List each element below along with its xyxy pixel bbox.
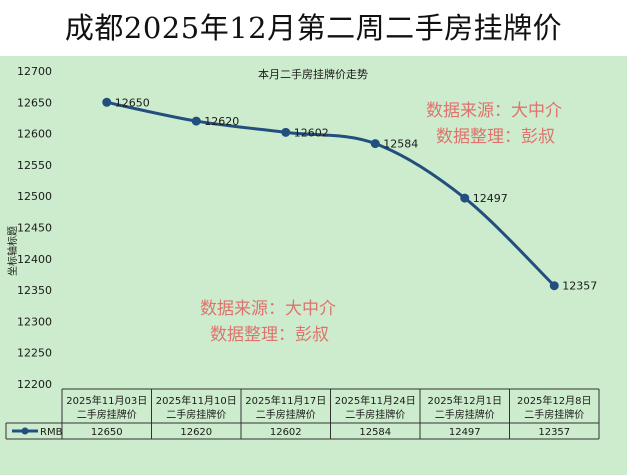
watermark-editor: 数据整理：彭叔 — [436, 127, 555, 147]
data-labels: 12650 12620 12602 12584 12497 12357 — [115, 96, 598, 292]
x-category-label: 二手房挂牌价 — [256, 408, 316, 421]
watermark-source: 数据来源：大中介 — [200, 299, 336, 319]
data-point — [460, 193, 470, 203]
x-category-label: 二手房挂牌价 — [166, 408, 226, 421]
table-value-cell: 12650 — [91, 427, 123, 438]
chart-title: 本月二手房挂牌价走势 — [258, 67, 368, 81]
x-category-label: 二手房挂牌价 — [345, 408, 405, 421]
data-point — [102, 97, 112, 107]
table-value-cell: 12602 — [270, 427, 302, 438]
legend-label-rmb: RMB — [40, 427, 63, 438]
data-points — [102, 97, 559, 291]
data-table: 2025年11月03日二手房挂牌价126502025年11月10日二手房挂牌价1… — [5, 388, 600, 440]
y-axis-title: 坐标轴标题 — [6, 226, 19, 276]
x-category-date: 2025年11月24日 — [335, 394, 416, 407]
x-category-date: 2025年11月17日 — [245, 394, 326, 407]
data-point — [281, 127, 291, 137]
table-value-cell: 12497 — [449, 427, 481, 438]
x-category-date: 2025年12月8日 — [517, 394, 592, 407]
legend-marker-rmb — [21, 427, 29, 435]
y-tick-label: 12400 — [17, 253, 52, 266]
y-tick-label: 12200 — [17, 378, 52, 391]
table-value-cell: 12620 — [180, 427, 212, 438]
chart-panel: 12700 12650 12600 12550 12500 12450 12400 12350… — [0, 56, 627, 475]
data-label: 12650 — [115, 96, 150, 109]
page-title: 成都2025年12月第二周二手房挂牌价 — [0, 0, 627, 56]
watermark-center: 数据来源：大中介 数据整理：彭叔 — [200, 299, 336, 345]
y-tick-label: 12300 — [17, 315, 52, 328]
data-point — [191, 116, 201, 126]
data-point — [370, 139, 380, 149]
data-label: 12497 — [473, 192, 508, 205]
watermark-editor: 数据整理：彭叔 — [210, 325, 329, 345]
table-value-cell: 12584 — [359, 427, 391, 438]
y-tick-label: 12500 — [17, 190, 52, 203]
watermark-top-right: 数据来源：大中介 数据整理：彭叔 — [426, 101, 562, 147]
x-category-date: 2025年12月1日 — [427, 394, 502, 407]
table-value-cell: 12357 — [538, 427, 570, 438]
y-tick-label: 12650 — [17, 96, 52, 109]
y-tick-label: 12700 — [17, 65, 52, 78]
data-label: 12602 — [294, 126, 329, 139]
data-label: 12620 — [204, 115, 239, 128]
y-tick-label: 12250 — [17, 347, 52, 360]
x-category-label: 二手房挂牌价 — [435, 408, 495, 421]
data-point — [549, 281, 559, 291]
data-label: 12357 — [562, 280, 597, 293]
y-tick-label: 12450 — [17, 222, 52, 235]
watermark-source: 数据来源：大中介 — [426, 101, 562, 121]
y-tick-label: 12350 — [17, 284, 52, 297]
x-category-label: 二手房挂牌价 — [524, 408, 584, 421]
x-category-date: 2025年11月10日 — [156, 394, 237, 407]
x-category-label: 二手房挂牌价 — [77, 408, 137, 421]
data-label: 12584 — [383, 138, 418, 151]
line-chart: 12700 12650 12600 12550 12500 12450 12400 12350… — [5, 65, 600, 440]
x-category-date: 2025年11月03日 — [66, 394, 147, 407]
y-tick-label: 12550 — [17, 159, 52, 172]
series-line-rmb — [106, 100, 556, 287]
y-tick-label: 12600 — [17, 128, 52, 141]
y-axis: 12700 12650 12600 12550 12500 12450 12400 12350… — [17, 65, 52, 391]
